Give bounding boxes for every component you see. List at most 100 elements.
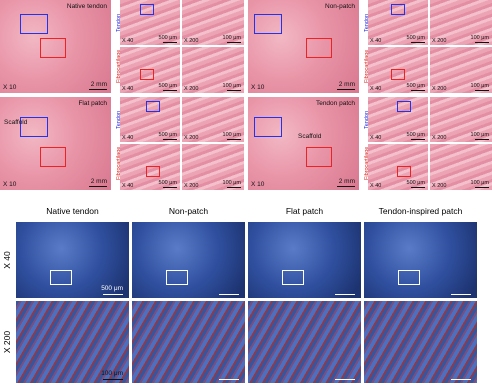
scale-bar [103, 293, 123, 295]
scale-bar [227, 138, 241, 140]
scale-label: 100 μm [101, 370, 123, 377]
scale-label: 500 μm [406, 83, 425, 89]
zoom-image: X 40 500 μm [120, 47, 180, 93]
zoom-image: X 200 100 μm [430, 0, 492, 45]
stain-image [132, 222, 245, 298]
column-header: Flat patch [285, 206, 324, 216]
column-header: Tendon-inspired patch [378, 206, 463, 216]
scale-label: 2 mm [90, 81, 107, 88]
magnification: X 40 [370, 38, 382, 44]
scale-bar [335, 293, 355, 295]
zoom-box [391, 4, 405, 15]
scale-label: 500 μm [158, 83, 177, 89]
stain-image: 500 μm [16, 222, 129, 298]
scale-label: 500 μm [406, 180, 425, 186]
magnification: X 10 [3, 84, 17, 91]
zoom-box-tendon [254, 117, 282, 137]
scale-label: 500 μm [101, 285, 123, 292]
scale-bar [227, 89, 241, 91]
zoom-box [50, 270, 72, 285]
scale-bar [163, 186, 177, 188]
scale-label: 500 μm [406, 132, 425, 138]
stain-image [364, 222, 477, 298]
zoom-image: X 200 100 μm [182, 47, 244, 93]
zoom-box [282, 270, 304, 285]
magnification: X 10 [251, 84, 265, 91]
row-label: X 200 [2, 330, 12, 354]
panel-title: Flat patch [78, 100, 107, 107]
stain-image [248, 301, 361, 383]
magnification: X 200 [432, 135, 447, 141]
zoom-box [146, 166, 160, 177]
overview-image: Flat patch X 10 2 mm Scaffold [0, 97, 111, 190]
zoom-box-fibro [306, 38, 332, 58]
zoom-image: X 40 500 μm [120, 97, 180, 142]
scale-bar [89, 185, 107, 187]
scale-label: 100 μm [222, 132, 241, 138]
scale-label: 100 μm [222, 83, 241, 89]
zoom-image: X 40 500 μm [368, 97, 428, 142]
column-header: Non-patch [168, 206, 209, 216]
scale-bar [475, 41, 489, 43]
scale-label: 2 mm [338, 178, 355, 185]
magnification: X 40 [370, 86, 382, 92]
column-header: Native tendon [46, 206, 99, 216]
panel-title: Tendon patch [315, 100, 355, 107]
scale-label: 500 μm [158, 35, 177, 41]
zoom-box-fibro [40, 147, 66, 167]
annotation: Scaffold [298, 133, 322, 140]
overview-image: Non-patch X 10 2 mm [248, 0, 359, 93]
scale-label: 500 μm [158, 180, 177, 186]
zoom-image: X 200 100 μm [430, 47, 492, 93]
zoom-box [397, 101, 411, 112]
zoom-image: X 40 500 μm [368, 144, 428, 190]
zoom-image: X 200 100 μm [182, 0, 244, 45]
scale-label: 100 μm [470, 180, 489, 186]
scale-bar [411, 186, 425, 188]
zoom-image: X 200 100 μm [182, 144, 244, 190]
overview-image: Tendon patch X 10 2 mm Scaffold [248, 97, 359, 190]
scale-label: 100 μm [222, 35, 241, 41]
scale-bar [475, 186, 489, 188]
panel-title: Non-patch [325, 3, 355, 10]
scale-bar [411, 41, 425, 43]
magnification: X 40 [122, 38, 134, 44]
stain-image [248, 222, 361, 298]
zoom-image: X 200 100 μm [182, 97, 244, 142]
magnification: X 40 [122, 86, 134, 92]
zoom-box-tendon [20, 14, 48, 34]
zoom-box [397, 166, 411, 177]
magnification: X 10 [251, 181, 265, 188]
scale-label: 2 mm [338, 81, 355, 88]
row-label: X 40 [2, 251, 12, 269]
scale-bar [337, 185, 355, 187]
zoom-box [166, 270, 188, 285]
magnification: X 200 [184, 86, 199, 92]
scale-bar [475, 138, 489, 140]
scale-bar [411, 89, 425, 91]
zoom-box [391, 69, 405, 80]
panel-title: Native tendon [66, 3, 107, 10]
zoom-image: X 40 500 μm [368, 47, 428, 93]
zoom-image: X 40 500 μm [368, 0, 428, 45]
magnification: X 200 [184, 183, 199, 189]
scale-bar [451, 293, 471, 295]
zoom-box-fibro [40, 38, 66, 58]
scale-bar [335, 378, 355, 380]
magnification: X 200 [432, 183, 447, 189]
scale-label: 100 μm [470, 83, 489, 89]
scale-bar [475, 89, 489, 91]
zoom-box [398, 270, 420, 285]
magnification: X 200 [184, 135, 199, 141]
scale-label: 2 mm [90, 178, 107, 185]
scale-bar [163, 41, 177, 43]
annotation: Scaffold [4, 119, 28, 126]
zoom-image: X 40 500 μm [120, 144, 180, 190]
magnification: X 40 [370, 183, 382, 189]
magnification: X 200 [432, 86, 447, 92]
scale-bar [227, 186, 241, 188]
scale-bar [163, 138, 177, 140]
scale-label: 500 μm [406, 35, 425, 41]
magnification: X 10 [3, 181, 17, 188]
